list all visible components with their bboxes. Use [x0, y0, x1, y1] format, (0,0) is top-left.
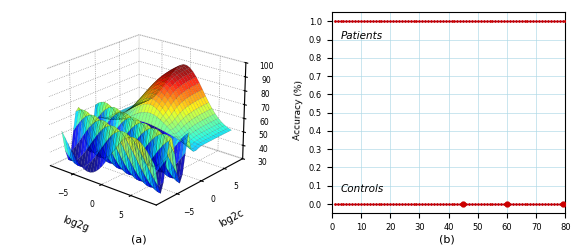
Text: Patients: Patients: [340, 31, 383, 41]
X-axis label: log2g: log2g: [61, 215, 90, 234]
Text: (a): (a): [130, 234, 147, 245]
Y-axis label: log2c: log2c: [218, 207, 246, 229]
Text: Controls: Controls: [340, 184, 384, 194]
Text: (b): (b): [439, 234, 455, 245]
